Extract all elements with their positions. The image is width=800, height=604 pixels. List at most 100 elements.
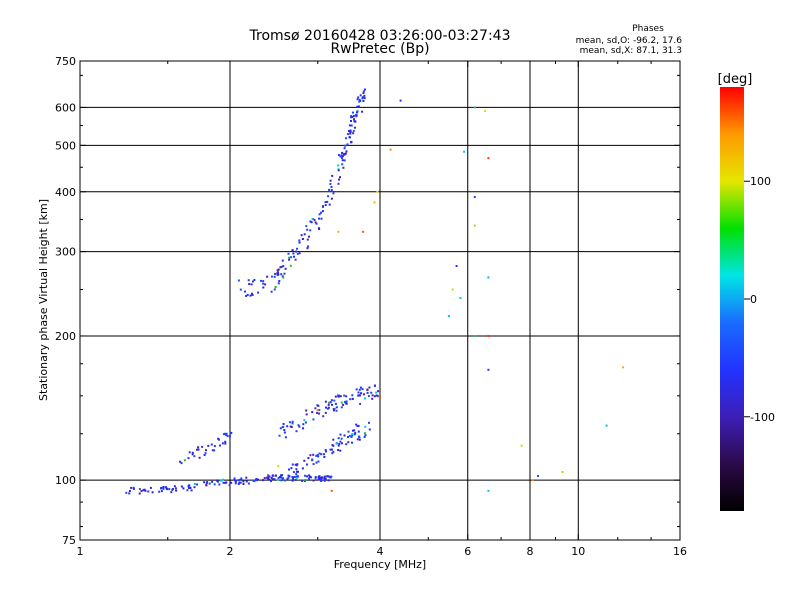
echo-point [321,476,324,479]
echo-point [322,415,325,418]
echo-point [349,129,352,132]
echo-point [301,479,304,482]
echo-point [290,467,293,470]
echo-point [328,401,330,404]
echo-point [252,280,254,283]
echo-point [289,421,291,424]
echo-point [309,229,312,232]
echo-point [238,481,241,484]
echo-point [213,449,216,452]
echo-point [298,425,301,428]
echo-point [359,94,362,97]
chart-subtitle: RwPretec (Bp) [330,41,429,57]
echo-point [317,478,320,481]
echo-point [358,388,361,391]
echo-point [315,461,318,464]
echo-point [219,444,221,447]
echo-point [205,449,207,452]
echo-point [355,423,358,426]
echo-point [341,159,344,162]
echo-point [330,189,333,191]
echo-point [205,482,208,484]
echo-point [309,475,311,478]
echo-point [605,424,608,427]
echo-point [389,148,392,151]
echo-point [306,463,308,466]
echo-point [379,394,381,397]
echo-point [296,252,299,255]
echo-point [312,463,315,466]
echo-point [314,476,317,478]
echo-point [345,137,347,140]
echo-point [191,451,194,454]
echo-point [487,157,490,160]
echo-point [292,476,295,479]
echo-point [174,487,177,490]
echo-point [487,368,490,371]
echo-point [363,436,366,438]
x-axis: 1 2 4 6 8 10 16 [77,61,687,558]
echo-point [193,455,196,458]
echo-point [257,291,260,294]
echo-point [373,395,376,398]
echo-point [362,230,365,233]
echo-point [138,492,141,495]
echo-point [314,221,317,224]
echo-point [561,471,564,473]
echo-point [337,182,340,185]
echo-point [357,96,360,99]
x-tick-label: 1 [77,545,84,558]
echo-point [332,438,335,441]
echo-point [281,259,284,262]
echo-point [280,265,283,268]
echo-point [343,394,346,397]
echo-point [315,222,318,225]
echo-point [373,201,376,204]
echo-point [353,118,355,121]
echo-point [197,446,200,449]
echo-point [363,97,366,100]
echo-point [318,217,320,220]
echo-point [364,425,367,428]
echo-point [262,479,264,482]
echo-point [242,483,245,485]
echo-point [173,485,176,488]
echo-point [296,247,298,250]
echo-point [224,442,227,445]
echo-point [180,485,183,488]
colorbar-tick-label: 100 [750,175,771,188]
echo-point [234,479,237,482]
echo-point [278,434,281,437]
echo-point [203,481,206,484]
echo-point [298,239,301,242]
echo-point [362,90,365,93]
echo-point [340,442,343,445]
echo-point [320,453,323,456]
echo-point [367,395,370,398]
echo-point [294,476,297,478]
grid-lines [80,61,680,540]
echo-point [271,478,274,481]
echo-point [188,484,191,487]
echo-point [287,476,290,479]
echo-point [344,402,347,405]
echo-point [316,409,319,412]
echo-point [245,480,248,483]
echo-point [320,479,323,482]
echo-point [222,478,225,481]
echo-point [311,218,314,220]
echo-point [211,480,214,483]
echo-point [151,491,154,494]
echo-point [279,427,282,430]
echo-point [353,429,356,432]
echo-point [343,147,346,150]
echo-point [473,224,476,227]
echo-point [324,478,327,480]
echo-point [297,424,300,427]
echo-point [207,444,210,447]
echo-point [366,391,369,394]
echo-point [310,221,313,224]
echo-point [128,492,131,495]
echo-point [376,190,379,193]
echo-point [262,282,265,285]
